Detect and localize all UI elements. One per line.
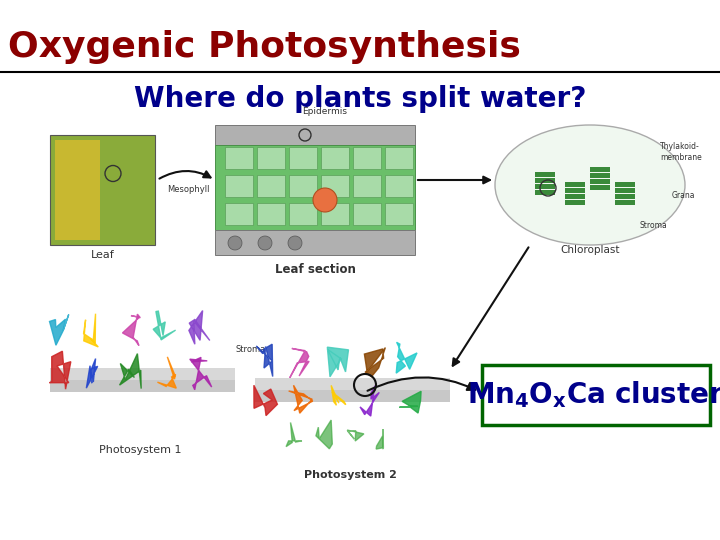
Bar — [615, 194, 635, 199]
Text: Chloroplast: Chloroplast — [560, 245, 620, 255]
Bar — [215, 230, 415, 255]
Bar — [353, 175, 381, 197]
Bar — [565, 194, 585, 199]
Text: Leaf section: Leaf section — [274, 263, 356, 276]
Bar — [257, 147, 285, 169]
Bar — [590, 167, 610, 172]
Bar — [385, 203, 413, 225]
Bar — [590, 173, 610, 178]
Bar — [535, 178, 555, 183]
Bar — [321, 203, 349, 225]
Ellipse shape — [495, 125, 685, 245]
Text: Photosystem 2: Photosystem 2 — [304, 470, 397, 480]
Circle shape — [258, 236, 272, 250]
Bar — [215, 125, 415, 145]
Bar — [257, 203, 285, 225]
Circle shape — [288, 236, 302, 250]
Text: Thylakoid-
membrane: Thylakoid- membrane — [660, 143, 702, 161]
Bar — [385, 175, 413, 197]
Polygon shape — [396, 342, 417, 373]
Bar — [225, 147, 253, 169]
Text: Mesophyll: Mesophyll — [168, 186, 210, 194]
Bar — [50, 380, 235, 392]
Polygon shape — [400, 392, 421, 413]
Polygon shape — [189, 310, 210, 344]
Text: Stroma: Stroma — [640, 220, 667, 230]
Text: Oxygenic Photosynthesis: Oxygenic Photosynthesis — [8, 30, 521, 64]
Bar — [385, 147, 413, 169]
Polygon shape — [289, 385, 312, 413]
Bar — [225, 175, 253, 197]
Text: Epidermis: Epidermis — [302, 107, 348, 116]
Polygon shape — [122, 314, 140, 346]
Text: Stroma: Stroma — [235, 346, 265, 354]
Polygon shape — [360, 383, 379, 416]
Bar — [255, 390, 450, 402]
Circle shape — [313, 188, 337, 212]
Bar — [590, 179, 610, 184]
Text: Where do plants split water?: Where do plants split water? — [134, 85, 586, 113]
Bar — [565, 188, 585, 193]
Bar — [590, 185, 610, 190]
Bar — [55, 140, 100, 240]
Bar — [482, 365, 710, 425]
Text: Leaf: Leaf — [91, 250, 114, 260]
Polygon shape — [254, 385, 277, 416]
Bar — [565, 200, 585, 205]
Bar — [50, 135, 155, 245]
Bar — [535, 184, 555, 189]
Bar — [257, 175, 285, 197]
Text: Photosystem 1: Photosystem 1 — [99, 445, 181, 455]
Polygon shape — [328, 347, 348, 377]
Polygon shape — [84, 314, 98, 347]
Polygon shape — [190, 357, 212, 390]
Polygon shape — [50, 351, 71, 389]
Bar — [289, 147, 317, 169]
Polygon shape — [331, 386, 346, 406]
Polygon shape — [120, 354, 141, 389]
Bar — [353, 203, 381, 225]
Polygon shape — [347, 430, 364, 441]
Text: Grana: Grana — [672, 191, 696, 199]
Polygon shape — [153, 311, 176, 340]
Bar — [615, 200, 635, 205]
Polygon shape — [316, 420, 333, 449]
Bar — [321, 175, 349, 197]
Polygon shape — [364, 348, 385, 377]
Bar — [615, 182, 635, 187]
Bar — [535, 172, 555, 177]
Polygon shape — [256, 344, 273, 376]
Polygon shape — [286, 422, 302, 447]
Polygon shape — [50, 314, 68, 345]
Bar — [321, 147, 349, 169]
Bar — [289, 175, 317, 197]
Polygon shape — [376, 429, 383, 449]
Polygon shape — [86, 359, 98, 388]
Bar — [255, 378, 450, 390]
Polygon shape — [158, 357, 176, 388]
Bar — [225, 203, 253, 225]
Bar — [535, 190, 555, 195]
Polygon shape — [290, 348, 309, 378]
Text: $\mathbf{Mn_4O_x}$$\mathbf{Ca\ cluster}$: $\mathbf{Mn_4O_x}$$\mathbf{Ca\ cluster}$ — [467, 380, 720, 410]
Bar — [50, 368, 235, 380]
Bar — [565, 182, 585, 187]
Bar — [215, 145, 415, 230]
Circle shape — [228, 236, 242, 250]
Bar — [353, 147, 381, 169]
Bar — [615, 188, 635, 193]
Bar — [289, 203, 317, 225]
